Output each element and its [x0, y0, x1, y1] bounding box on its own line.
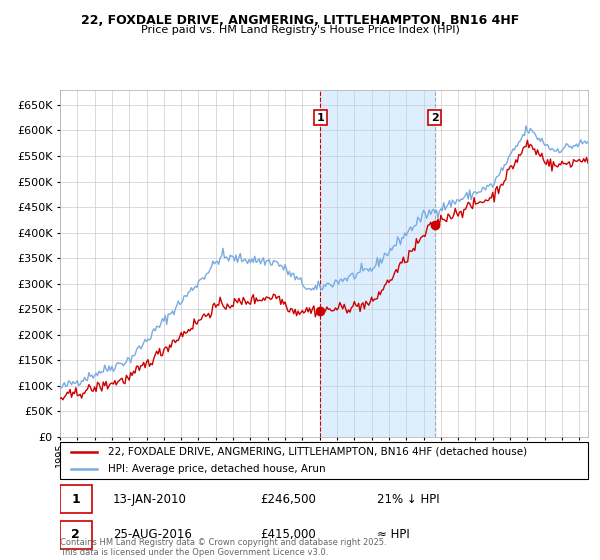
Text: £246,500: £246,500 — [260, 493, 317, 506]
Text: 1: 1 — [71, 493, 80, 506]
Bar — [320, 90, 435, 437]
Text: Price paid vs. HM Land Registry's House Price Index (HPI): Price paid vs. HM Land Registry's House … — [140, 25, 460, 35]
Text: 1: 1 — [316, 113, 324, 123]
Text: Contains HM Land Registry data © Crown copyright and database right 2025.
This d: Contains HM Land Registry data © Crown c… — [60, 538, 386, 557]
Text: 22, FOXDALE DRIVE, ANGMERING, LITTLEHAMPTON, BN16 4HF: 22, FOXDALE DRIVE, ANGMERING, LITTLEHAMP… — [81, 14, 519, 27]
FancyBboxPatch shape — [60, 521, 92, 549]
Text: 2: 2 — [71, 528, 80, 542]
FancyBboxPatch shape — [60, 442, 588, 479]
Text: 2: 2 — [431, 113, 439, 123]
Text: £415,000: £415,000 — [260, 528, 316, 542]
Text: ≈ HPI: ≈ HPI — [377, 528, 410, 542]
FancyBboxPatch shape — [60, 485, 92, 513]
Text: 21% ↓ HPI: 21% ↓ HPI — [377, 493, 439, 506]
Text: HPI: Average price, detached house, Arun: HPI: Average price, detached house, Arun — [107, 464, 325, 474]
Text: 25-AUG-2016: 25-AUG-2016 — [113, 528, 191, 542]
Text: 22, FOXDALE DRIVE, ANGMERING, LITTLEHAMPTON, BN16 4HF (detached house): 22, FOXDALE DRIVE, ANGMERING, LITTLEHAMP… — [107, 446, 527, 456]
Text: 13-JAN-2010: 13-JAN-2010 — [113, 493, 187, 506]
